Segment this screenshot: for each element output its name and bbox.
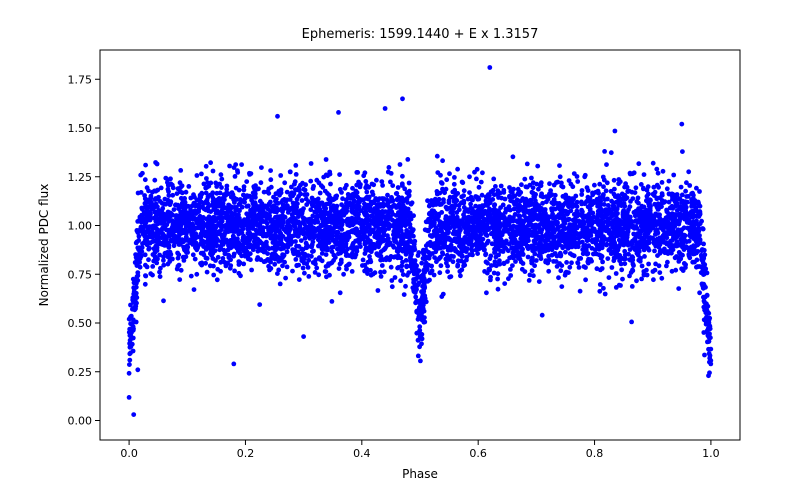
x-tick-label: 1.0 [702, 447, 720, 460]
x-tick-label: 0.6 [469, 447, 487, 460]
y-tick-label: 1.25 [68, 171, 93, 184]
y-tick-label: 1.75 [68, 73, 93, 86]
y-tick-label: 1.00 [68, 220, 93, 233]
x-axis-label: Phase [402, 467, 438, 481]
phase-flux-scatter: 0.0 0.2 0.4 0.6 0.8 1.0 0.00 0.25 0.50 0.75 1.00 1… [0, 0, 800, 500]
y-tick-label: 0.00 [68, 415, 93, 428]
x-axis-ticks: 0.0 0.2 0.4 0.6 0.8 1.0 [120, 440, 719, 460]
chart-title: Ephemeris: 1599.1440 + E x 1.3157 [302, 27, 539, 42]
y-tick-label: 0.75 [68, 268, 93, 281]
x-tick-label: 0.2 [237, 447, 255, 460]
x-tick-label: 0.8 [586, 447, 604, 460]
y-tick-label: 0.25 [68, 366, 93, 379]
y-tick-label: 1.50 [68, 122, 93, 135]
chart-container: 0.0 0.2 0.4 0.6 0.8 1.0 0.00 0.25 0.50 0.75 1.00 1… [0, 0, 800, 500]
x-tick-label: 0.4 [353, 447, 371, 460]
y-axis-ticks: 0.00 0.25 0.50 0.75 1.00 1.25 1.50 1.75 [68, 73, 101, 427]
y-tick-label: 0.50 [68, 317, 93, 330]
y-axis-label: Normalized PDC flux [37, 184, 51, 307]
x-tick-label: 0.0 [120, 447, 138, 460]
